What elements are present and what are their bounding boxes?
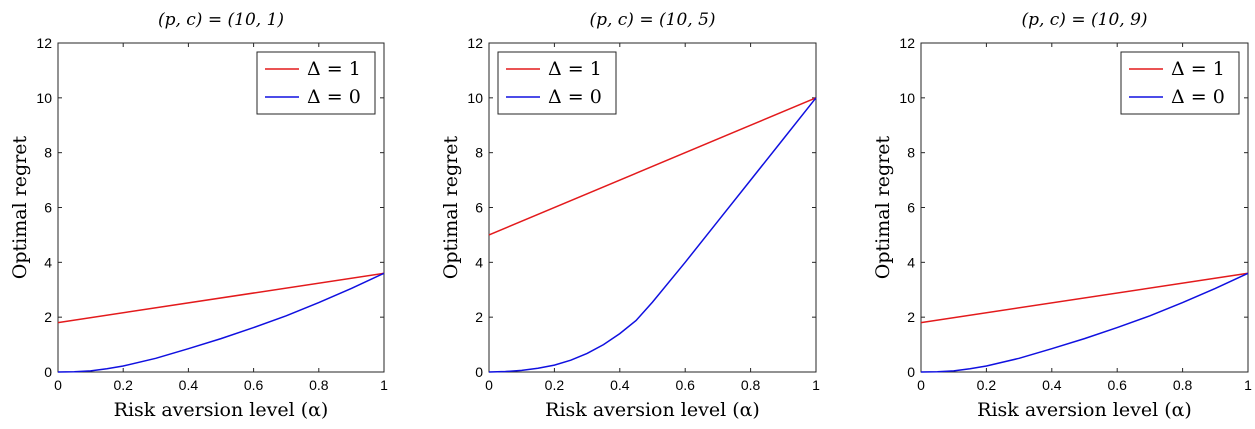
x-tick-label: 0: [917, 377, 925, 393]
y-tick-label: 12: [899, 35, 915, 51]
x-tick-label: 1: [812, 377, 820, 393]
x-tick-label: 0.8: [309, 377, 329, 393]
legend-label: Δ = 1: [548, 58, 602, 80]
legend-label: Δ = 0: [548, 86, 602, 108]
x-tick-label: 0.8: [1173, 377, 1193, 393]
legend: Δ = 1 Δ = 0: [1120, 51, 1240, 115]
x-tick-label: 0.2: [545, 377, 565, 393]
x-tick-label: 0.4: [1042, 377, 1062, 393]
y-tick-label: 12: [467, 35, 483, 51]
y-axis-label: Optimal regret: [440, 135, 462, 279]
legend-label: Δ = 0: [1171, 86, 1225, 108]
y-tick-label: 0: [44, 364, 52, 380]
series-line-delta-0: [488, 97, 817, 373]
x-tick-label: 0.6: [1107, 377, 1127, 393]
y-axis-label: Optimal regret: [9, 135, 31, 279]
x-tick-label: 0: [54, 377, 62, 393]
y-tick-label: 6: [475, 200, 483, 216]
y-tick-label: 4: [475, 254, 483, 270]
x-axis-label: Risk aversion level (α): [977, 399, 1192, 421]
chart-title: (p, c) = (10, 5): [589, 10, 715, 30]
y-tick-label: 0: [907, 364, 915, 380]
x-tick-label: 0.8: [741, 377, 761, 393]
x-tick-label: 0.6: [244, 377, 264, 393]
y-tick-label: 4: [907, 254, 915, 270]
legend: Δ = 1 Δ = 0: [256, 51, 376, 115]
x-axis-label: Risk aversion level (α): [114, 399, 329, 421]
x-axis-label: Risk aversion level (α): [545, 399, 760, 421]
x-tick-label: 1: [380, 377, 388, 393]
y-tick-label: 10: [467, 90, 483, 106]
x-tick-label: 0.2: [977, 377, 997, 393]
legend: Δ = 1 Δ = 0: [497, 51, 617, 115]
legend-label: Δ = 0: [307, 86, 361, 108]
legend-box: [256, 51, 376, 115]
x-tick-label: 0: [485, 377, 493, 393]
x-tick-label: 0.4: [179, 377, 199, 393]
legend-label: Δ = 1: [307, 58, 361, 80]
y-tick-label: 2: [475, 309, 483, 325]
y-tick-label: 8: [44, 145, 52, 161]
y-tick-label: 6: [907, 200, 915, 216]
legend-box: [1120, 51, 1240, 115]
y-tick-label: 10: [36, 90, 52, 106]
y-tick-label: 8: [907, 145, 915, 161]
chart-panel-1: (p, c) = (10, 1) 0 2 4 6 8 10 12 0 0.2 0.4 0.6 0.8 1 R…: [9, 10, 388, 421]
chart-panel-3: (p, c) = (10, 9) 0 2 4 6 8 10 12 0 0.2 0.4 0.6 0.8 1 R…: [872, 10, 1252, 421]
series-line-delta-0: [920, 272, 1249, 373]
chart-title: (p, c) = (10, 9): [1021, 10, 1147, 30]
y-tick-label: 2: [907, 309, 915, 325]
y-tick-label: 6: [44, 200, 52, 216]
y-tick-label: 2: [44, 309, 52, 325]
legend-box: [497, 51, 617, 115]
chart-panel-2: (p, c) = (10, 5) 0 2 4 6 8 10 12 0 0.2 0.4 0.6 0.8 1 R…: [440, 10, 820, 421]
series-line-delta-1: [57, 272, 385, 324]
x-tick-label: 1: [1244, 377, 1252, 393]
y-tick-label: 10: [899, 90, 915, 106]
y-tick-label: 8: [475, 145, 483, 161]
y-tick-label: 0: [475, 364, 483, 380]
chart-title: (p, c) = (10, 1): [158, 10, 284, 30]
y-tick-label: 4: [44, 254, 52, 270]
series-line-delta-1: [488, 97, 817, 236]
x-tick-label: 0.4: [610, 377, 630, 393]
y-axis-label: Optimal regret: [872, 135, 894, 279]
series-line-delta-1: [920, 272, 1249, 324]
x-tick-label: 0.2: [113, 377, 133, 393]
legend-label: Δ = 1: [1171, 58, 1225, 80]
series-line-delta-0: [57, 272, 385, 373]
y-tick-label: 12: [36, 35, 52, 51]
x-tick-label: 0.6: [675, 377, 695, 393]
